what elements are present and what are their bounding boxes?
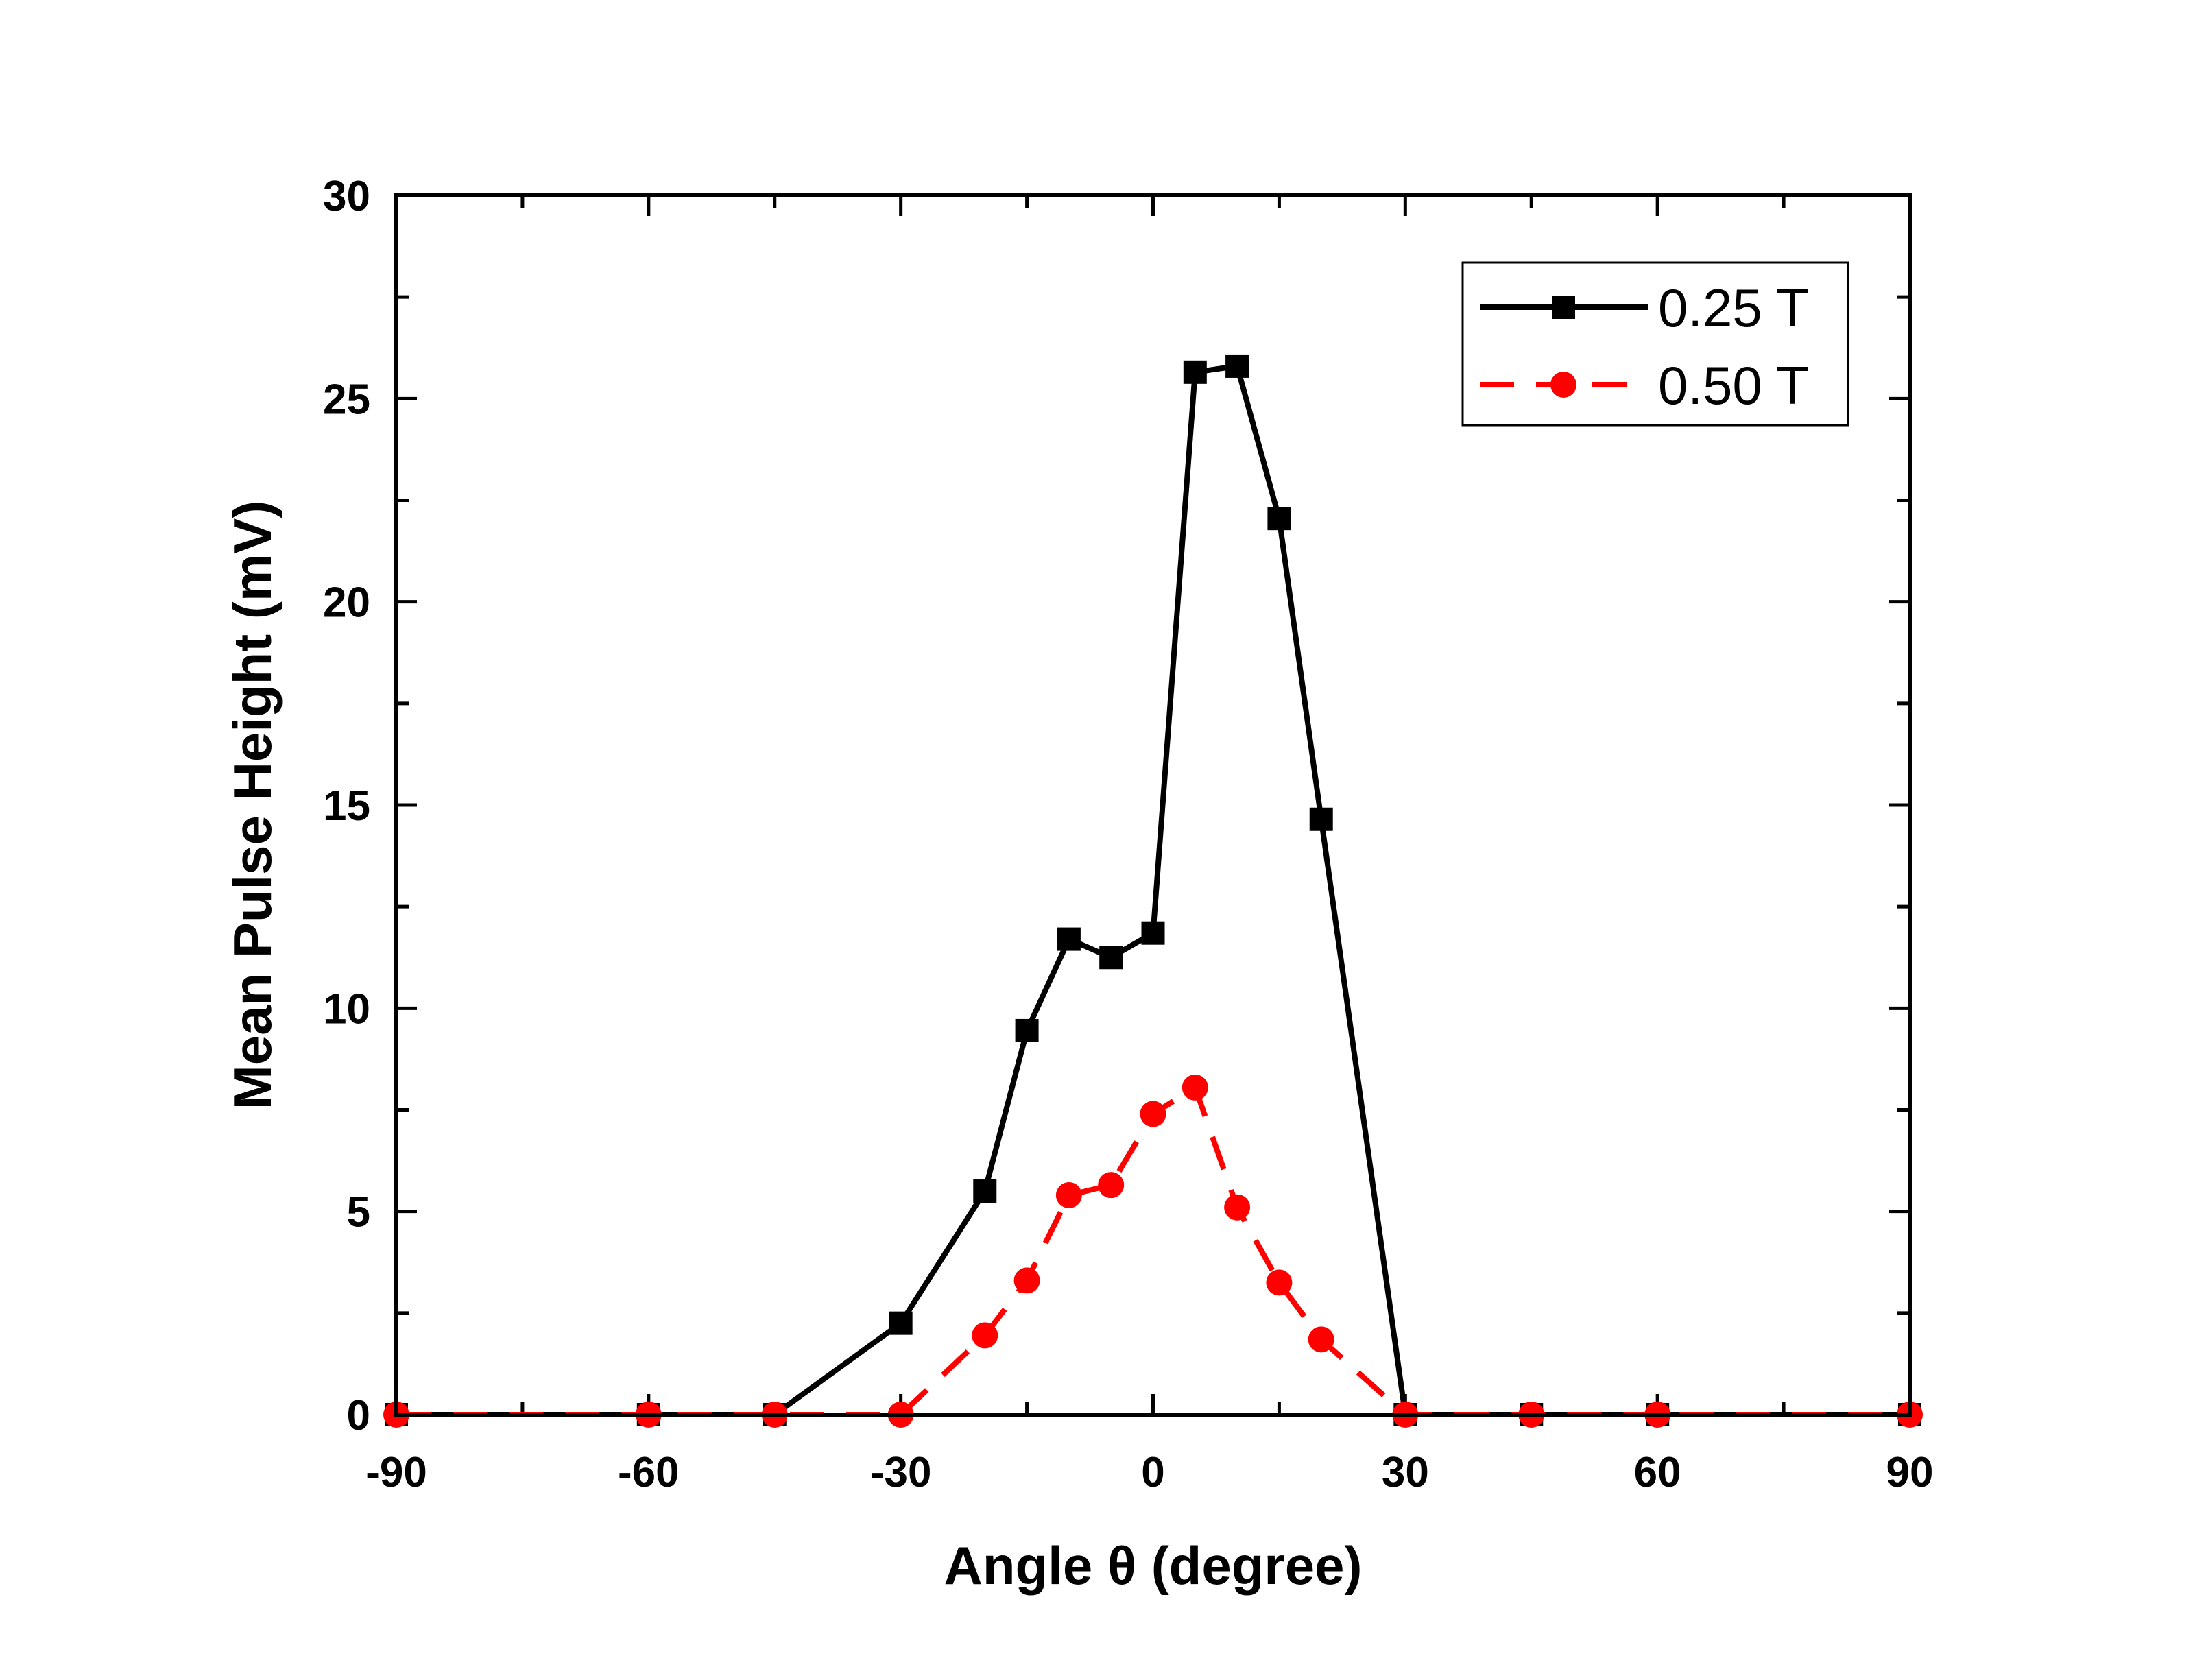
data-point [1099,946,1123,970]
data-point [1266,1269,1293,1296]
legend-item: 0.50 T [1480,355,1809,416]
legend-marker [1552,296,1575,319]
series-2 [383,1074,1923,1428]
y-tick-label: 5 [347,1189,370,1236]
legend-box [1461,261,1849,427]
x-tick-label: -30 [870,1449,932,1496]
y-tick-label: 10 [323,985,370,1033]
data-point [1140,1101,1166,1127]
data-point [972,1322,998,1349]
data-point [889,1311,913,1335]
x-tick-label: 60 [1634,1449,1681,1496]
y-tick-label: 25 [323,376,370,423]
x-tick-label: 0 [1141,1449,1164,1496]
data-point [1308,1326,1334,1353]
data-point [1309,807,1333,831]
legend-label: 0.25 T [1658,278,1809,338]
legend-item: 0.25 T [1480,278,1809,338]
series-1 [385,354,1921,1426]
x-tick-label: -60 [618,1449,680,1496]
data-point [973,1179,997,1203]
data-point [1098,1172,1125,1199]
data-point [1182,1074,1208,1101]
data-point [1224,1194,1251,1221]
data-point [1013,1267,1040,1294]
series-layer [383,354,1923,1428]
data-point [1055,1181,1082,1208]
data-point [1267,507,1291,531]
plot-frame [394,193,1912,1417]
data-point [1015,1018,1039,1042]
y-axis-title: Mean Pulse Height (mV) [222,501,283,1109]
x-tick-label: 30 [1382,1449,1429,1496]
x-tick-label: -90 [365,1449,427,1496]
x-axis-title: Angle θ (degree) [944,1535,1363,1596]
y-tick-label: 30 [323,173,370,220]
legend-label: 0.50 T [1658,355,1809,416]
data-point [1057,927,1081,951]
x-tick-label: 90 [1886,1449,1934,1496]
legend-marker [1550,372,1576,398]
y-tick-label: 0 [347,1392,370,1439]
series-line [396,363,1910,1417]
legend: 0.25 T 0.50 T [1461,261,1849,427]
y-tick-label: 20 [323,579,370,627]
tick-labels: -90 -60 -30 0 30 60 90 0 5 10 15 20 25 30 [323,173,1933,1496]
data-point [1183,360,1207,384]
y-tick-label: 15 [323,782,370,830]
data-point [1141,921,1165,945]
series-line [396,1084,1910,1417]
data-point [1225,354,1249,378]
